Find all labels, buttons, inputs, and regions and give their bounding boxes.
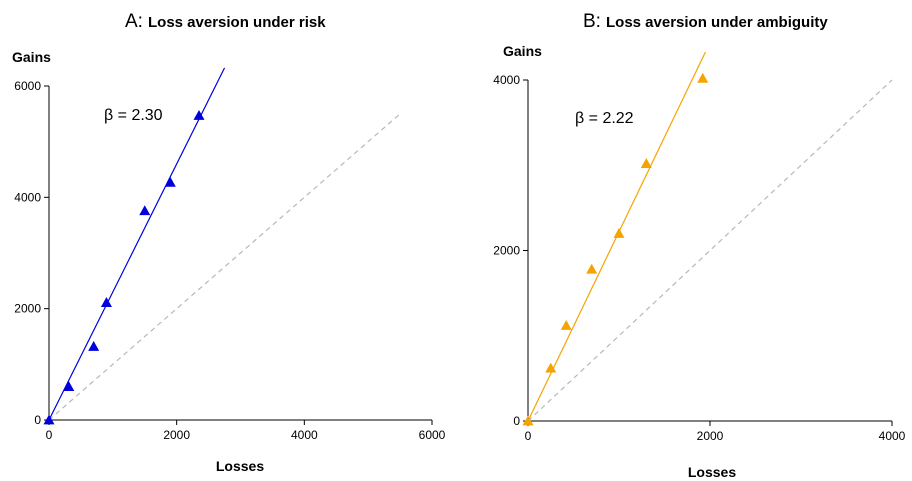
panel-b-y-tick-label-1: 2000 xyxy=(493,244,520,258)
panel-a-y-tick-label-2: 4000 xyxy=(14,190,41,204)
panel-a-title: Loss aversion under risk xyxy=(148,14,326,31)
panel-a-x-tick-label-2: 4000 xyxy=(291,428,318,442)
panel-b-data-point-0 xyxy=(522,415,534,426)
panel-b-beta-annotation: β = 2.22 xyxy=(575,110,634,127)
panel-b-title: Loss aversion under ambiguity xyxy=(606,14,828,31)
panel-a-y-tick-label-3: 6000 xyxy=(14,79,41,93)
panel-b-data-point-1 xyxy=(545,362,557,373)
panel-a-data-point-3 xyxy=(100,297,112,307)
panel-b: B: Loss aversion under ambiguity Gains L… xyxy=(493,11,905,480)
panel-a-data-point-2 xyxy=(88,341,100,351)
panel-a-y-tick-label-1: 2000 xyxy=(14,302,41,316)
panel-b-y-tick-label-2: 4000 xyxy=(493,73,520,87)
panel-a-data-point-4 xyxy=(139,205,151,216)
panel-a-ylabel: Gains xyxy=(12,49,51,65)
panel-a-x-tick-label-0: 0 xyxy=(46,428,53,442)
panel-b-data-point-3 xyxy=(586,263,598,274)
panel-a-beta-annotation: β = 2.30 xyxy=(104,107,163,124)
panel-b-plot-area: 0 2000 4000 0 2000 4000 xyxy=(493,51,906,443)
panel-b-x-tick-label-2: 4000 xyxy=(879,429,906,443)
panel-a-x-tick-label-3: 6000 xyxy=(419,428,446,442)
panel-a-y-tick-label-0: 0 xyxy=(34,413,41,427)
panel-b-y-tick-label-0: 0 xyxy=(513,414,520,428)
panel-a-plot-area: 0 2000 4000 6000 0 2000 4000 6000 xyxy=(14,67,446,442)
panel-b-x-tick-label-0: 0 xyxy=(525,429,532,443)
panel-a-data-point-0 xyxy=(43,414,55,425)
panel-b-identity-line xyxy=(527,79,893,422)
panel-b-x-tick-label-1: 2000 xyxy=(697,429,724,443)
panel-a-fit-line xyxy=(48,67,226,421)
panel-b-data-point-2 xyxy=(560,320,572,330)
panel-b-data-point-6 xyxy=(697,72,709,83)
panel-a-letter: A: xyxy=(125,11,143,32)
panel-b-xlabel: Losses xyxy=(688,464,736,480)
panel-a-identity-line xyxy=(48,113,401,421)
panel-b-ylabel: Gains xyxy=(503,43,542,59)
panel-a-data-point-1 xyxy=(63,381,75,391)
panel-a-data-point-6 xyxy=(193,110,205,120)
panel-b-letter: B: xyxy=(583,11,601,32)
panel-a-x-tick-label-1: 2000 xyxy=(163,428,190,442)
panel-b-data-point-5 xyxy=(640,158,652,168)
panel-a-xlabel: Losses xyxy=(216,458,264,474)
panel-a: A: Loss aversion under risk Gains Losses… xyxy=(12,11,446,474)
panel-a-data-point-5 xyxy=(164,176,176,187)
panel-b-data-point-4 xyxy=(613,227,625,238)
